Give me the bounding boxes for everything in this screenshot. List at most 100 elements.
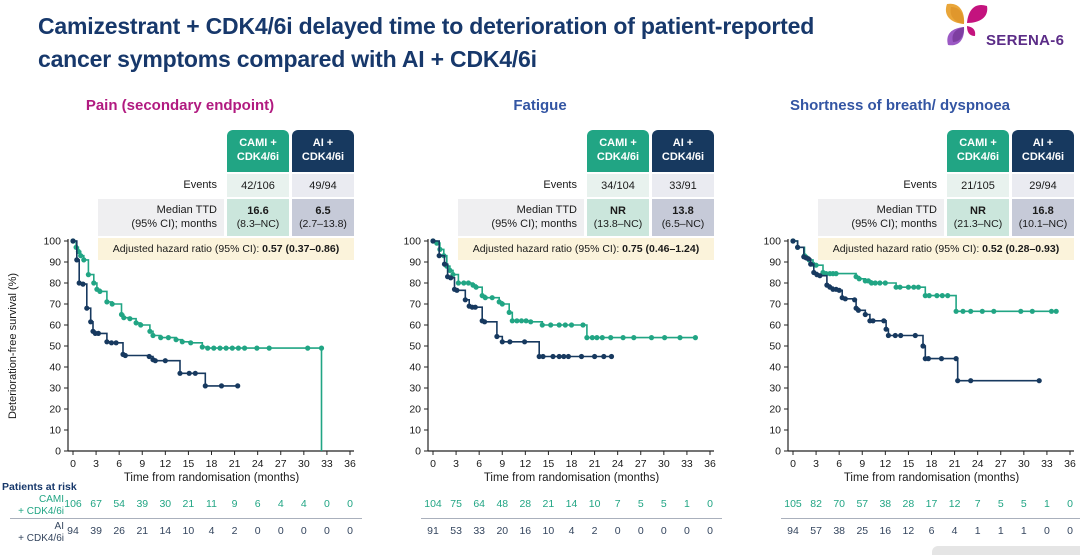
censor-mark	[677, 335, 683, 341]
risk-value: 38	[879, 498, 892, 510]
events-ai-value: 49/94	[292, 174, 354, 197]
censor-mark	[436, 253, 442, 259]
risk-value: 4	[277, 498, 284, 510]
censor-mark	[109, 301, 115, 307]
censor-mark	[482, 319, 488, 325]
risk-divider-segment	[314, 518, 339, 519]
censor-mark	[870, 318, 876, 324]
chart-panels: Pain (secondary endpoint) CAMI + CDK4/6i…	[0, 95, 1080, 555]
events-cami-value: 42/106	[227, 174, 289, 197]
x-tick-label: 0	[430, 458, 436, 470]
median-ai-value: 13.8	[672, 204, 694, 217]
x-tick-label: 18	[926, 458, 938, 470]
km-curve	[73, 240, 323, 451]
y-tick-label: 30	[49, 383, 61, 395]
hazard-ratio-bar: Adjusted hazard ratio (95% CI): 0.52 (0.…	[818, 238, 1074, 260]
censor-mark	[158, 335, 164, 341]
events-ai-value: 33/91	[652, 174, 714, 197]
median-ai-cell: 13.8 (6.5–NC)	[652, 199, 714, 236]
x-tick-label: 36	[344, 458, 356, 470]
events-ai-value: 29/94	[1012, 174, 1074, 197]
hazard-ratio-bar: Adjusted hazard ratio (95% CI): 0.75 (0.…	[458, 238, 714, 260]
censor-mark	[108, 340, 115, 346]
risk-divider-segment	[804, 518, 829, 519]
stats-table-pain: CAMI + CDK4/6i AI + CDK4/6i Events 42/10…	[98, 130, 354, 260]
x-tick-label: 30	[1018, 458, 1030, 470]
censor-mark	[461, 280, 467, 286]
censor-mark	[578, 353, 585, 360]
risk-value: 91	[427, 525, 439, 537]
risk-value: 5	[997, 498, 1004, 510]
censor-mark	[881, 318, 887, 324]
censor-mark	[561, 353, 567, 360]
censor-mark	[199, 344, 205, 350]
risk-divider-segment	[942, 518, 967, 519]
risk-value: 33	[473, 525, 486, 537]
risk-value: 75	[450, 498, 462, 510]
risk-value: 105	[784, 498, 802, 510]
risk-divider-segment	[1011, 518, 1036, 519]
censor-mark	[146, 353, 152, 360]
risk-divider-segment	[873, 518, 898, 519]
median-row-label: Median TTD (95% CI); months	[458, 199, 584, 236]
risk-divider-segment	[965, 518, 990, 519]
censor-mark	[91, 280, 97, 286]
censor-mark	[133, 320, 139, 326]
x-tick-label: 33	[681, 458, 693, 470]
risk-value: 9	[231, 498, 238, 510]
hazard-ratio-label: Adjusted hazard ratio (95% CI):	[832, 243, 983, 255]
x-tick-label: 6	[116, 458, 122, 470]
censor-mark	[266, 345, 272, 351]
censor-mark	[152, 358, 158, 364]
risk-divider-segment	[84, 518, 109, 519]
y-tick-label: 50	[49, 341, 61, 353]
x-tick-label: 15	[183, 458, 195, 470]
risk-value: 21	[542, 498, 555, 510]
risk-value: 0	[323, 498, 330, 510]
censor-mark	[95, 330, 101, 336]
risk-divider-segment	[513, 518, 538, 519]
risk-value: 39	[90, 525, 102, 537]
censor-mark	[925, 356, 931, 362]
risk-divider-segment	[559, 518, 584, 519]
risk-value: 0	[254, 525, 261, 537]
risk-value: 70	[833, 498, 846, 510]
y-tick-label: 40	[49, 362, 61, 374]
censor-mark	[631, 335, 637, 341]
page-title-line2: cancer symptoms compared with AI + CDK4/…	[38, 46, 537, 72]
y-tick-label: 20	[49, 404, 61, 416]
risk-value: 26	[113, 525, 126, 537]
censor-mark	[592, 353, 598, 360]
censor-mark	[518, 318, 525, 324]
censor-mark	[113, 340, 119, 346]
censor-mark	[1029, 308, 1035, 314]
censor-mark	[898, 332, 904, 339]
censor-mark	[580, 322, 586, 328]
censor-mark	[235, 383, 241, 389]
risk-value: 17	[925, 498, 938, 510]
censor-mark	[192, 370, 198, 376]
median-row-label: Median TTD (95% CI); months	[818, 199, 944, 236]
censor-mark	[892, 332, 898, 339]
risk-divider-segment	[605, 518, 630, 519]
risk-divider-segment	[268, 518, 293, 519]
censor-mark	[550, 353, 556, 360]
column-header-ai: AI + CDK4/6i	[1012, 130, 1074, 172]
median-ai-ci: (6.5–NC)	[661, 217, 705, 230]
censor-mark	[813, 262, 819, 268]
y-tick-label: 0	[415, 446, 421, 458]
risk-value: 30	[159, 498, 172, 510]
risk-divider-segment	[467, 518, 492, 519]
censor-mark	[447, 267, 453, 273]
risk-value: 48	[496, 498, 509, 510]
slide-header: Camizestrant + CDK4/6i delayed time to d…	[0, 0, 1080, 95]
censor-mark	[945, 293, 951, 299]
y-tick-label: 90	[49, 257, 61, 269]
risk-value: 5	[660, 498, 667, 510]
censor-mark	[173, 337, 179, 343]
risk-row-label-ai: AI + CDK4/6i	[18, 521, 64, 544]
censor-mark	[584, 335, 590, 341]
y-tick-label: 20	[769, 404, 781, 416]
censor-mark	[817, 273, 823, 279]
